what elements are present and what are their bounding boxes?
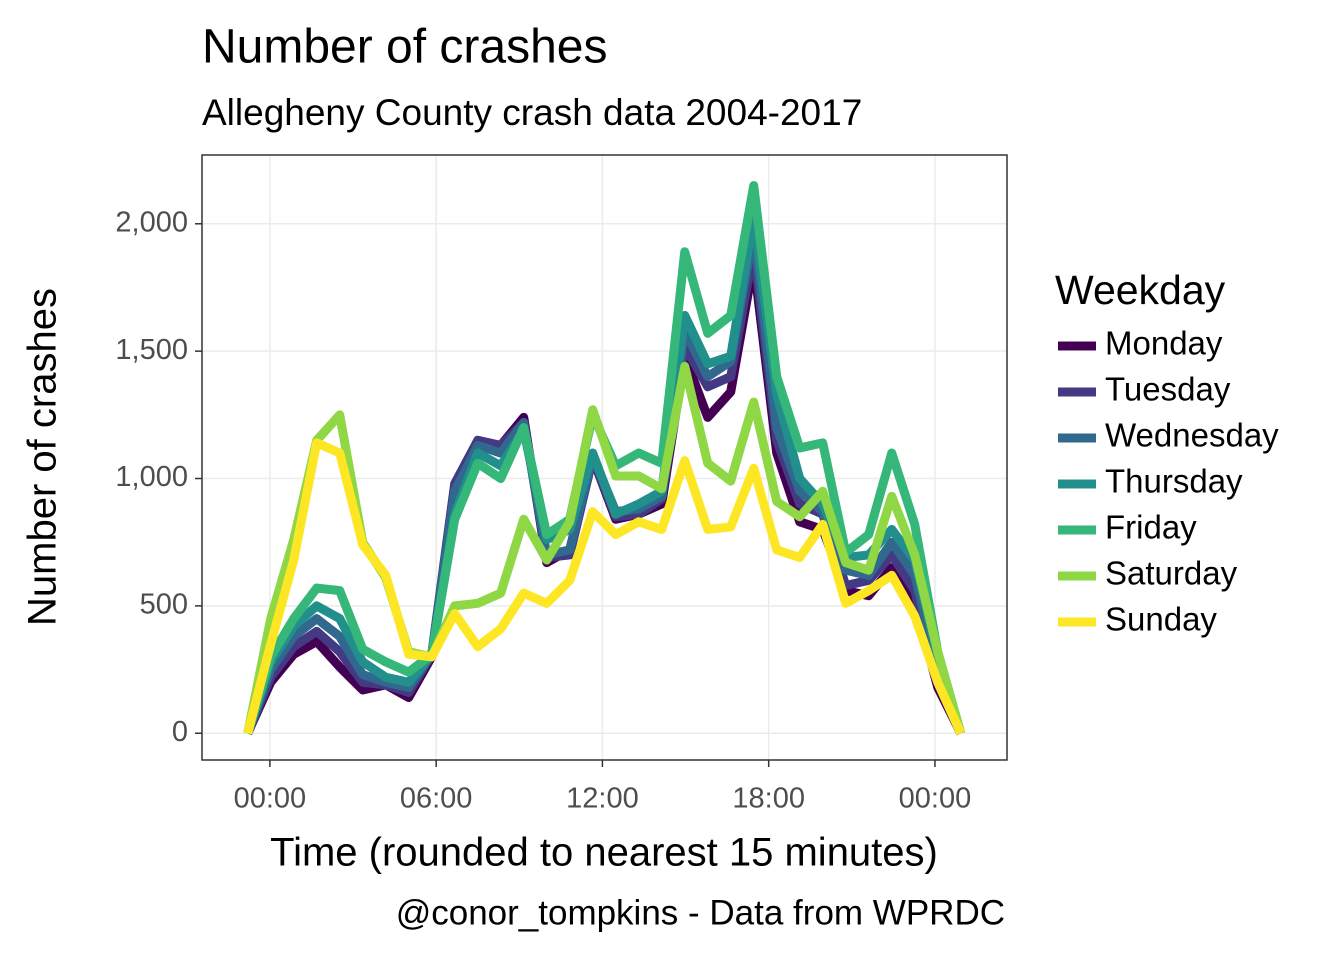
line <box>243 438 965 736</box>
x-axis-label: Time (rounded to nearest 15 minutes) <box>270 831 938 875</box>
legend-label: Friday <box>1105 509 1197 546</box>
legend-label: Saturday <box>1105 555 1238 592</box>
plot-border <box>201 154 1008 761</box>
legend-label: Thursday <box>1105 463 1243 500</box>
y-axis-label: Number of crashes <box>21 288 65 626</box>
legend-title: Weekday <box>1055 267 1226 313</box>
legend-label: Sunday <box>1105 601 1217 638</box>
legend-label: Wednesday <box>1105 417 1279 454</box>
chart-subtitle: Allegheny County crash data 2004-2017 <box>202 92 862 133</box>
y-tick-label: 1,000 <box>115 461 188 493</box>
x-tick-label: 00:00 <box>899 783 972 815</box>
y-tick-label: 500 <box>140 589 188 621</box>
y-tick-label: 1,500 <box>115 334 188 366</box>
y-tick-label: 2,000 <box>115 206 188 238</box>
x-tick-label: 12:00 <box>566 783 639 815</box>
caption: @conor_tompkins - Data from WPRDC <box>396 893 1005 932</box>
y-tick-label: 0 <box>172 716 188 748</box>
x-tick-label: 06:00 <box>400 783 473 815</box>
legend-label: Tuesday <box>1105 371 1231 408</box>
x-tick-label: 00:00 <box>234 783 307 815</box>
legend-label: Monday <box>1105 325 1223 362</box>
chart-title: Number of crashes <box>202 21 608 74</box>
x-tick-label: 18:00 <box>732 783 805 815</box>
